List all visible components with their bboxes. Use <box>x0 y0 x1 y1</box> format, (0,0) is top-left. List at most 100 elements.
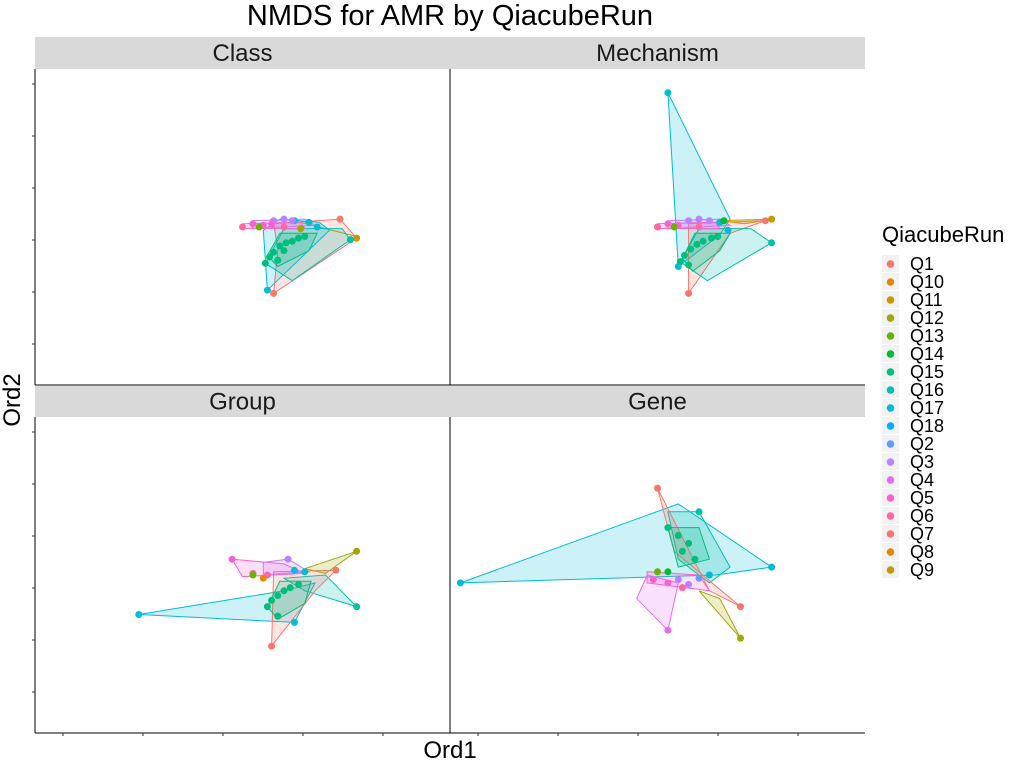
legend-item: Q17 <box>882 398 944 418</box>
facet-strip <box>450 386 865 417</box>
plot-area <box>35 417 450 733</box>
data-point <box>274 612 282 620</box>
data-point <box>768 239 776 247</box>
legend-marker <box>886 332 895 340</box>
legend-label: Q1 <box>910 254 934 274</box>
data-point <box>353 547 361 555</box>
data-point <box>255 223 263 231</box>
data-point <box>274 256 282 264</box>
legend: QiacubeRun Q1Q10Q11Q12Q13Q14Q15Q16Q17Q18… <box>882 222 1004 580</box>
panel-gene: Gene <box>449 386 865 736</box>
data-point <box>654 223 661 231</box>
facet-panels: Class Mechanism Group Gene <box>32 37 865 736</box>
legend-marker <box>886 566 895 574</box>
data-point <box>353 234 361 242</box>
data-point <box>135 611 143 618</box>
data-point <box>649 576 657 584</box>
data-point <box>687 245 695 253</box>
data-point <box>654 568 661 576</box>
facet-strip <box>450 37 865 69</box>
legend-marker <box>886 404 895 412</box>
data-point <box>268 642 276 650</box>
legend-item: Q3 <box>882 452 934 472</box>
data-point <box>691 555 699 563</box>
legend-marker <box>886 422 895 430</box>
y-axis-title: Ord2 <box>0 373 26 426</box>
data-point <box>270 289 278 297</box>
data-point <box>270 248 278 256</box>
data-point <box>768 563 776 571</box>
data-point <box>685 539 693 547</box>
data-point <box>295 581 302 588</box>
data-point <box>685 289 693 297</box>
data-point <box>705 571 713 579</box>
legend-item: Q10 <box>882 272 944 292</box>
legend-marker <box>886 512 895 520</box>
data-point <box>313 223 321 231</box>
data-point <box>249 571 257 579</box>
panel-group: Group <box>32 386 450 736</box>
data-point <box>282 239 290 247</box>
data-point <box>280 215 288 223</box>
data-point <box>761 217 769 225</box>
data-point <box>280 247 288 255</box>
panel-mechanism: Mechanism <box>449 37 865 386</box>
data-point <box>290 566 298 574</box>
hull-polygon <box>667 511 731 584</box>
legend-marker <box>886 386 895 394</box>
data-point <box>664 626 672 634</box>
data-point <box>305 218 313 226</box>
legend-marker <box>886 440 895 448</box>
data-point <box>678 584 686 592</box>
data-point <box>695 574 703 582</box>
legend-label: Q7 <box>910 524 934 544</box>
data-point <box>724 226 732 234</box>
data-point <box>261 259 269 267</box>
legend-label: Q4 <box>910 470 934 490</box>
legend-item: Q7 <box>882 524 934 544</box>
legend-marker <box>886 494 895 502</box>
panel-class: Class <box>32 37 450 386</box>
data-point <box>266 253 273 261</box>
legend-marker <box>886 260 895 268</box>
legend-marker <box>886 314 895 322</box>
data-point <box>685 261 693 269</box>
legend-label: Q9 <box>910 560 934 580</box>
legend-item: Q5 <box>882 488 934 508</box>
data-point <box>295 234 302 242</box>
data-point <box>297 225 305 233</box>
legend-label: Q14 <box>910 344 944 364</box>
data-point <box>695 215 703 223</box>
hull-polygon <box>302 550 357 574</box>
legend-marker <box>886 458 895 466</box>
data-point <box>456 579 464 587</box>
data-point <box>301 233 309 240</box>
legend-label: Q5 <box>910 488 934 508</box>
facet-label: Class <box>212 40 272 67</box>
legend-marker <box>886 368 895 376</box>
data-point <box>290 618 298 626</box>
facet-strip <box>35 386 450 417</box>
data-point <box>693 240 701 248</box>
data-point <box>714 233 722 240</box>
facet-strip <box>35 37 450 69</box>
data-point <box>346 236 354 244</box>
legend-marker <box>886 530 895 538</box>
data-point <box>737 603 744 611</box>
legend-item: Q2 <box>882 434 934 454</box>
data-point <box>699 237 707 245</box>
legend-item: Q14 <box>882 344 944 364</box>
data-point <box>286 584 294 592</box>
legend-item: Q15 <box>882 362 944 382</box>
legend-label: Q13 <box>910 326 944 346</box>
legend-label: Q16 <box>910 380 944 400</box>
data-point <box>685 217 693 225</box>
legend-item: Q8 <box>882 542 934 562</box>
data-point <box>674 576 682 584</box>
data-point <box>737 634 744 642</box>
data-point <box>674 263 682 270</box>
data-point <box>664 220 672 228</box>
data-point <box>249 220 257 228</box>
legend-marker <box>886 548 895 556</box>
